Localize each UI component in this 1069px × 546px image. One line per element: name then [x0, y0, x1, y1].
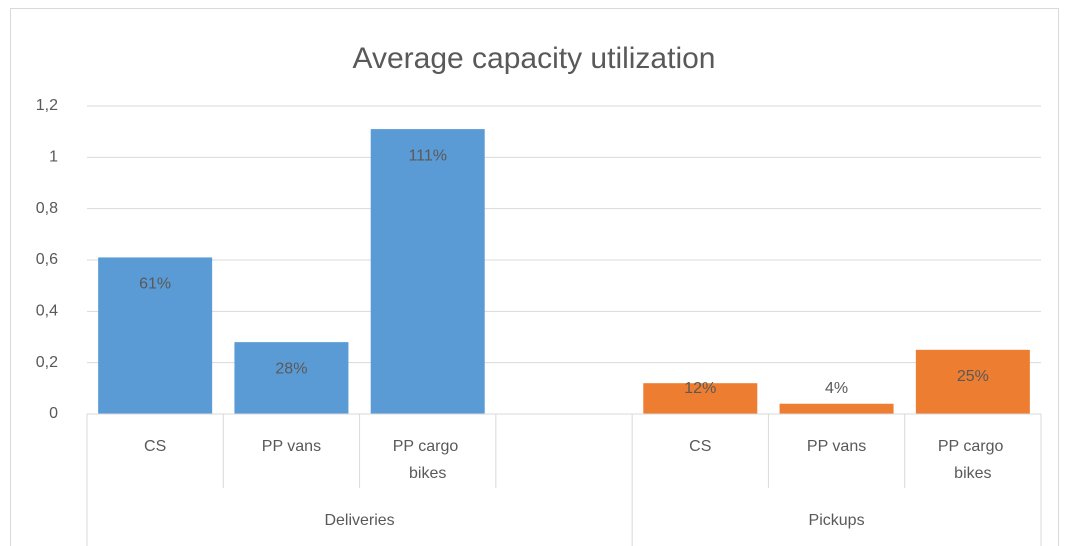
x-tick-label: CS [144, 438, 166, 455]
x-tick-label: PP vans [807, 438, 866, 455]
y-tick-label: 1,2 [36, 97, 58, 114]
data-label: 28% [275, 360, 307, 377]
data-label: 4% [825, 380, 848, 397]
x-tick-label-line: PP cargo [393, 438, 463, 455]
bar [98, 257, 213, 414]
x-tick-label: PP cargo bikes [938, 438, 1008, 482]
y-tick-label: 0,4 [36, 303, 58, 320]
y-tick-label: 0,6 [36, 251, 58, 268]
y-tick-label: 0,2 [36, 354, 58, 371]
x-tick-label-line: bikes [954, 465, 991, 482]
bar [779, 403, 894, 414]
bar [234, 342, 349, 414]
bar [370, 129, 485, 414]
bar [915, 349, 1030, 414]
bar [643, 383, 758, 414]
group-label: Deliveries [324, 512, 394, 529]
data-label: 25% [957, 368, 989, 385]
x-tick-label-line: PP cargo [938, 438, 1008, 455]
chart-title: Average capacity utilization [353, 42, 716, 75]
data-label: 12% [684, 380, 716, 397]
y-tick-label: 1 [49, 149, 58, 166]
group-label: Pickups [809, 512, 865, 529]
x-tick-label-line: bikes [409, 465, 446, 482]
x-tick-label: PP vans [262, 438, 321, 455]
y-tick-label: 0,8 [36, 200, 58, 217]
x-tick-label: PP cargo bikes [393, 438, 463, 482]
data-label: 61% [139, 276, 171, 293]
y-tick-label: 0 [49, 405, 58, 422]
data-label: 111% [408, 147, 447, 164]
x-tick-label: CS [689, 438, 711, 455]
